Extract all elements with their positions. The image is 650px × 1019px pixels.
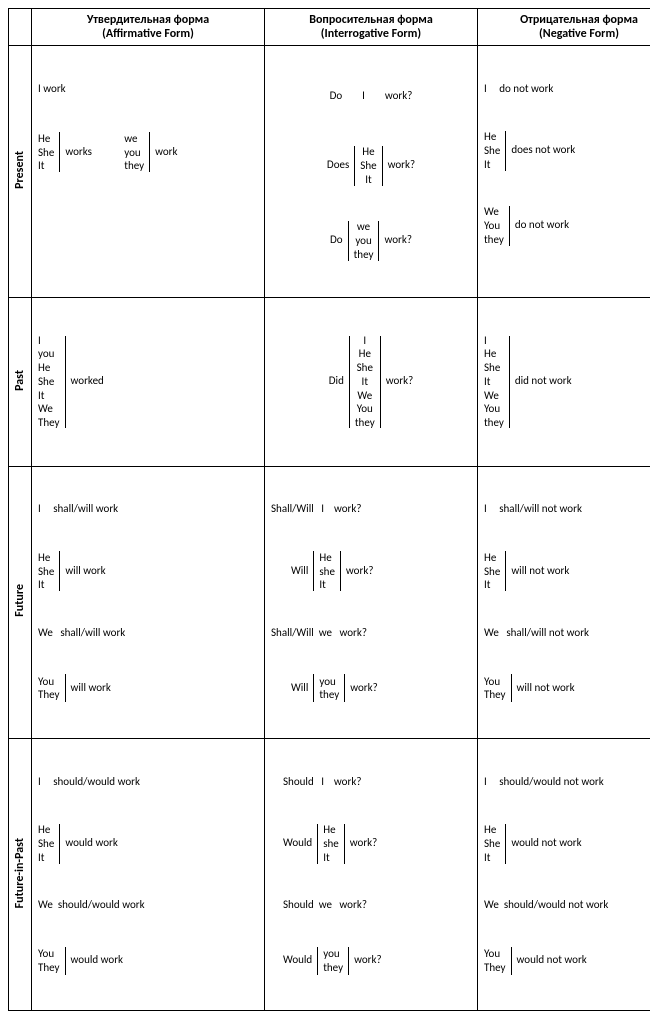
past-affirmative: I you He She It We They worked <box>32 297 265 466</box>
future-affirmative: I shall/will work He She It will work We… <box>32 466 265 738</box>
row-label-future: Future <box>9 466 32 738</box>
present-negative: I do not work He She It does not work We… <box>478 46 650 298</box>
row-label-present: Present <box>9 46 32 298</box>
grammar-table: Утвердительная форма (Affirmative Form) … <box>8 8 650 1011</box>
fip-negative: I should/would not work He She It would … <box>478 738 650 1010</box>
header-neg-en: (Negative Form) <box>539 27 619 41</box>
past-interrogative: Did I He She It We You they work? <box>265 297 478 466</box>
header-affirmative: Утвердительная форма (Affirmative Form) <box>32 9 265 46</box>
header-int-en: (Interrogative Form) <box>321 27 421 41</box>
past-negative: I He She It We You they did not work <box>478 297 650 466</box>
header-aff-ru: Утвердительная форма <box>87 13 209 27</box>
header-int-ru: Вопросительная форма <box>309 13 433 27</box>
row-label-future-in-past: Future-in-Past <box>9 738 32 1010</box>
header-interrogative: Вопросительная форма (Interrogative Form… <box>265 9 478 46</box>
present-affirmative: I work He She It works we you they work <box>32 46 265 298</box>
fip-affirmative: I should/would work He She It would work… <box>32 738 265 1010</box>
future-interrogative: Shall/Will I work? Will He she It work? … <box>265 466 478 738</box>
fip-interrogative: Should I work? Would He she It work? Sho… <box>265 738 478 1010</box>
header-blank <box>9 9 32 46</box>
present-interrogative: Do I work? Does He She It work? Do <box>265 46 478 298</box>
future-negative: I shall/will not work He She It will not… <box>478 466 650 738</box>
header-negative: Отрицательная форма (Negative Form) <box>478 9 650 46</box>
row-label-past: Past <box>9 297 32 466</box>
header-neg-ru: Отрицательная форма <box>520 13 638 27</box>
header-aff-en: (Affirmative Form) <box>102 27 194 41</box>
